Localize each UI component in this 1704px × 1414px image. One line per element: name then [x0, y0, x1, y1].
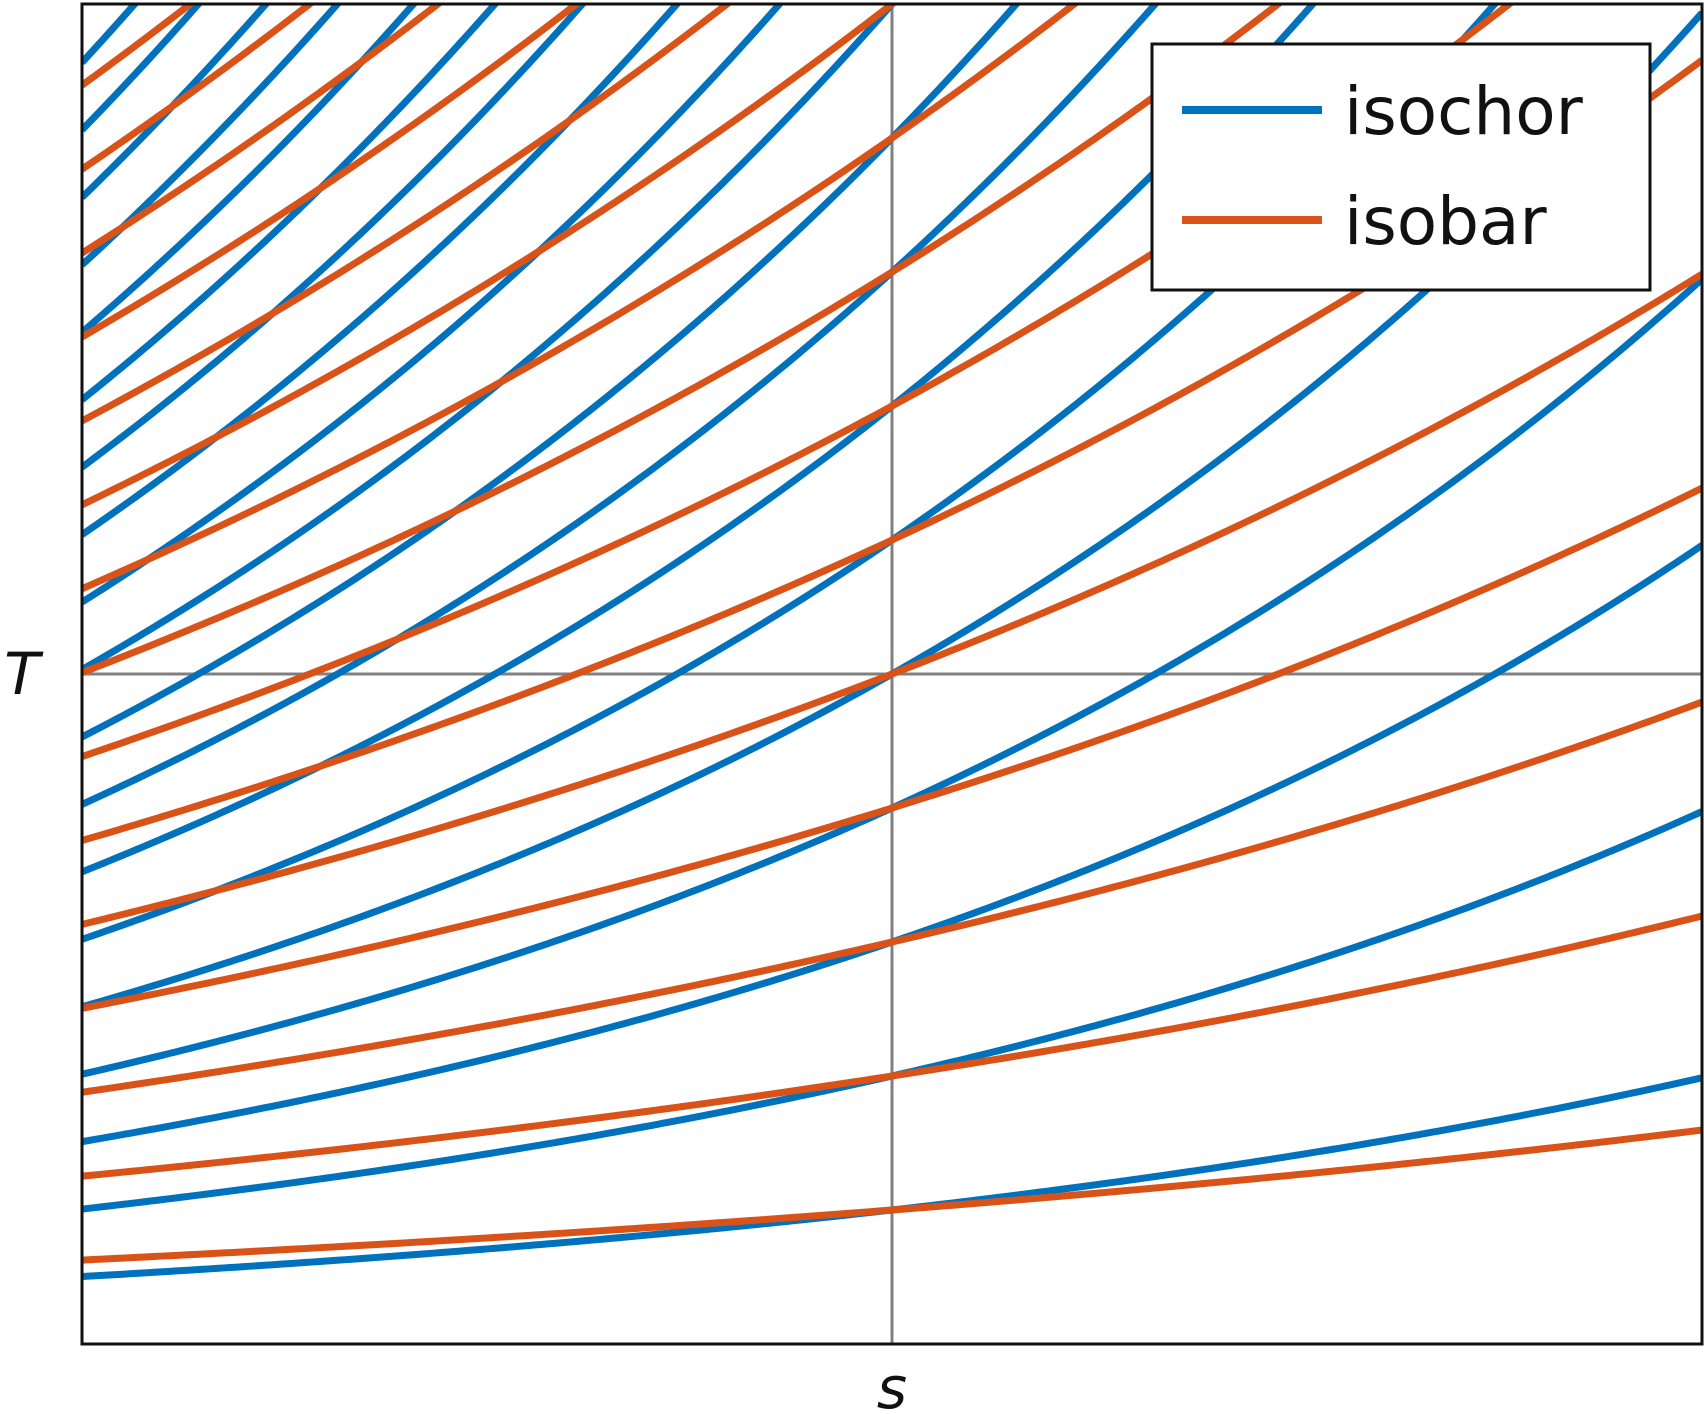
isochor-line-13 [82, 4, 588, 470]
isobar-line-10 [82, 4, 898, 508]
isobar-line-1 [82, 1126, 1702, 1264]
isochor-line-14 [82, 4, 500, 403]
legend-label-isobar: isobar [1344, 183, 1547, 260]
isochor-line-10 [82, 4, 897, 673]
isochor-line-11 [82, 4, 785, 606]
isobar-line-16 [84, 4, 85, 5]
isobar-line-9 [82, 4, 1081, 592]
isochor-line-12 [82, 4, 682, 538]
isobar-line-11 [82, 4, 733, 425]
y-axis-label: T [4, 640, 44, 708]
curves [82, 4, 1702, 1281]
legend-label-isochor: isochor [1344, 73, 1584, 150]
isobar-line-4 [82, 484, 1702, 1012]
isobar-line-2 [82, 912, 1702, 1180]
plot-frame [80, 2, 1704, 1346]
legend: isochor isobar [1150, 42, 1652, 292]
isobar-line-5 [82, 271, 1702, 928]
isobar-line-12 [82, 4, 583, 341]
isobar-line-8 [82, 4, 1284, 676]
isobar-line-13 [82, 4, 444, 257]
legend-box [1150, 42, 1652, 292]
x-axis-label: s [877, 1354, 907, 1414]
isobar-line-3 [82, 698, 1702, 1096]
